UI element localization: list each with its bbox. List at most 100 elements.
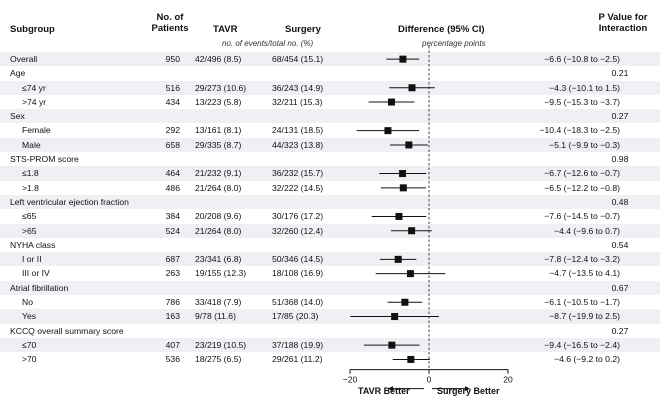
table-row: ≤74 yr 516 29/273 (10.6) 36/243 (14.9) −4.3 …	[0, 80, 660, 95]
row-difference: −6.1 (−10.5 to −1.7)	[544, 297, 620, 308]
row-label: ≤70	[22, 339, 37, 350]
row-label: Yes	[22, 311, 37, 322]
row-patients: 950	[165, 54, 180, 64]
row-surgery: 24/131 (18.5)	[272, 125, 324, 136]
header-pvalue: P Value for Interaction	[598, 12, 648, 34]
row-label: Female	[22, 125, 51, 136]
point-estimate	[408, 227, 416, 235]
events-note: no. of events/total no. (%)	[222, 39, 314, 48]
table-row: >1.8 486 21/264 (8.0) 32/222 (14.5) −6.5 (−1…	[0, 181, 660, 195]
row-tavr: 21/264 (8.0)	[195, 182, 242, 193]
row-surgery: 36/243 (14.9)	[272, 82, 324, 93]
row-difference: −7.8 (−12.4 to −3.2)	[544, 254, 620, 265]
row-label: Male	[22, 139, 41, 150]
table-row: >70 536 18/275 (6.5) 29/261 (11.2) −4.6 (−9.…	[0, 352, 660, 366]
header-patients-line2: Patients	[151, 23, 189, 34]
header-subgroup: Subgroup	[10, 24, 55, 35]
row-patients: 786	[165, 297, 180, 308]
row-tavr: 9/78 (11.6)	[195, 311, 236, 322]
row-pvalue: 0.54	[611, 239, 629, 250]
point-estimate	[399, 55, 407, 63]
point-estimate	[399, 184, 407, 192]
header-pvalue-line2: Interaction	[598, 23, 648, 34]
table-row: Age 0.21	[0, 66, 660, 80]
point-estimate	[388, 341, 396, 349]
table-row: Overall 950 42/496 (8.5) 68/454 (15.1) −6.6 …	[0, 52, 660, 67]
row-difference: −8.7 (−19.9 to 2.5)	[549, 311, 620, 322]
row-surgery: 32/260 (12.4)	[272, 225, 324, 236]
row-tavr: 13/161 (8.1)	[195, 125, 242, 136]
row-label: Left ventricular ejection fraction	[10, 196, 129, 207]
row-patients: 687	[165, 254, 180, 265]
surgery-better-arrowhead	[465, 386, 470, 392]
row-surgery: 44/323 (13.8)	[272, 139, 324, 150]
row-surgery: 36/232 (15.7)	[272, 168, 324, 179]
row-surgery: 50/346 (14.5)	[272, 254, 324, 265]
row-difference: −4.6 (−9.2 to 0.2)	[554, 354, 620, 365]
row-tavr: 21/264 (8.0)	[195, 225, 242, 236]
row-patients: 292	[165, 125, 180, 136]
point-estimate	[399, 170, 407, 178]
table-row: ≤1.8 464 21/232 (9.1) 36/232 (15.7) −6.7 (−1…	[0, 166, 660, 181]
row-label: Atrial fibrillation	[10, 282, 69, 293]
row-pvalue: 0.98	[611, 154, 629, 165]
row-patients: 658	[165, 139, 180, 150]
header-patients: No. of Patients	[145, 12, 195, 34]
table-row: Female 292 13/161 (8.1) 24/131 (18.5) −10.4 …	[0, 123, 660, 137]
table-row: STS-PROM score 0.98	[0, 152, 660, 166]
header-tavr: TAVR	[213, 24, 238, 35]
x-tick-label: 20	[503, 375, 513, 385]
row-surgery: 32/222 (14.5)	[272, 182, 324, 193]
row-label: NYHA class	[10, 239, 56, 250]
row-difference: −5.1 (−9.9 to −0.3)	[549, 139, 620, 150]
row-patients: 516	[165, 82, 180, 93]
point-estimate	[394, 255, 402, 263]
row-label: No	[22, 297, 33, 308]
row-patients: 524	[165, 225, 180, 236]
row-tavr: 19/155 (12.3)	[195, 268, 247, 279]
row-patients: 163	[165, 311, 180, 322]
row-label: >74 yr	[22, 96, 47, 107]
row-difference: −6.5 (−12.2 to −0.8)	[544, 182, 620, 193]
tavr-better-label: TAVR Better	[358, 386, 410, 396]
row-label: >65	[22, 225, 37, 236]
row-difference: −9.4 (−16.5 to −2.4)	[544, 339, 620, 350]
row-difference: −10.4 (−18.3 to −2.5)	[539, 125, 620, 136]
row-pvalue: 0.48	[611, 196, 629, 207]
row-surgery: 68/454 (15.1)	[272, 54, 324, 64]
table-row: KCCQ overall summary score 0.27	[0, 324, 660, 338]
row-tavr: 29/335 (8.7)	[195, 139, 242, 150]
table-row: Left ventricular ejection fraction 0.48	[0, 194, 660, 210]
row-surgery: 32/211 (15.3)	[272, 96, 323, 107]
row-label: Overall	[10, 54, 38, 64]
row-tavr: 33/418 (7.9)	[195, 297, 242, 308]
row-patients: 263	[165, 268, 180, 279]
row-difference: −9.5 (−15.3 to −3.7)	[544, 96, 620, 107]
row-label: Sex	[10, 111, 25, 122]
row-tavr: 23/219 (10.5)	[195, 339, 247, 350]
table-row: Atrial fibrillation 0.67	[0, 280, 660, 296]
row-difference: −6.6 (−10.8 to −2.5)	[544, 54, 620, 64]
point-estimate	[387, 98, 395, 106]
table-row: Male 658 29/335 (8.7) 44/323 (13.8) −5.1 (−9…	[0, 137, 660, 153]
row-label: ≤74 yr	[22, 82, 46, 93]
header-difference: Difference (95% CI)	[398, 24, 485, 35]
row-difference: −4.7 (−13.5 to 4.1)	[549, 268, 620, 279]
table-row: Yes 163 9/78 (11.6) 17/85 (20.3) −8.7 (−19.9…	[0, 309, 660, 324]
table-row: Sex 0.27	[0, 109, 660, 124]
row-surgery: 29/261 (11.2)	[272, 354, 323, 365]
row-surgery: 18/108 (16.9)	[272, 268, 324, 279]
row-surgery: 37/188 (19.9)	[272, 339, 324, 350]
row-tavr: 42/496 (8.5)	[195, 54, 242, 64]
row-pvalue: 0.21	[611, 68, 629, 79]
row-pvalue: 0.27	[611, 111, 629, 122]
row-surgery: 51/368 (14.0)	[272, 297, 324, 308]
table-row: I or II 687 23/341 (6.8) 50/346 (14.5) −7.8 …	[0, 252, 660, 267]
row-label: Age	[10, 68, 26, 79]
row-label: ≤65	[22, 211, 37, 222]
row-tavr: 13/223 (5.8)	[195, 96, 242, 107]
row-label: III or IV	[22, 268, 50, 279]
row-tavr: 18/275 (6.5)	[195, 354, 242, 365]
row-tavr: 23/341 (6.8)	[195, 254, 242, 265]
row-patients: 486	[165, 182, 180, 193]
